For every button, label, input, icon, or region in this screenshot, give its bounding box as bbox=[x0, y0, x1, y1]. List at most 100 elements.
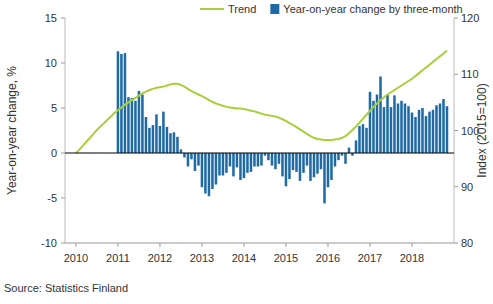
bar bbox=[404, 104, 407, 154]
bar bbox=[257, 153, 260, 167]
x-tick bbox=[117, 243, 118, 247]
bar bbox=[236, 153, 239, 167]
x-tick-label: 2013 bbox=[190, 252, 214, 264]
y-tick bbox=[61, 63, 65, 64]
legend-label: Trend bbox=[228, 3, 256, 15]
bar bbox=[176, 137, 179, 153]
bar bbox=[330, 153, 333, 180]
bar bbox=[162, 112, 165, 153]
bar bbox=[183, 153, 186, 158]
x-tick-label: 2014 bbox=[232, 252, 256, 264]
legend-label: Year-on-year change by three-month bbox=[283, 3, 462, 15]
source: Source: Statistics Finland bbox=[4, 282, 128, 294]
plot-area bbox=[76, 51, 448, 204]
bar bbox=[225, 153, 228, 173]
trend-line bbox=[76, 51, 447, 153]
bar bbox=[400, 101, 403, 153]
y-tick bbox=[61, 153, 65, 154]
bar bbox=[155, 114, 158, 153]
bar bbox=[267, 153, 270, 160]
bar bbox=[243, 153, 246, 178]
bar bbox=[442, 99, 445, 153]
y2-tick bbox=[454, 186, 458, 187]
y2-axis-title: Index (2015=100) bbox=[475, 83, 489, 177]
bar bbox=[446, 106, 449, 153]
y2-tick-label: 90 bbox=[461, 181, 473, 193]
bar bbox=[250, 153, 253, 172]
bar bbox=[295, 153, 298, 172]
bar bbox=[204, 153, 207, 194]
bar bbox=[145, 117, 148, 153]
x-tick bbox=[75, 243, 76, 247]
bar bbox=[134, 101, 137, 153]
x-tick-label: 2011 bbox=[106, 252, 130, 264]
bar bbox=[334, 153, 337, 167]
bar bbox=[208, 153, 211, 196]
y2-tick bbox=[454, 74, 458, 75]
bar bbox=[323, 153, 326, 203]
y-tick bbox=[61, 198, 65, 199]
bar bbox=[390, 107, 393, 153]
bar bbox=[201, 153, 204, 187]
x-tick-label: 2012 bbox=[148, 252, 172, 264]
bar bbox=[187, 153, 190, 167]
bar bbox=[253, 153, 256, 167]
bar bbox=[120, 54, 123, 153]
bar bbox=[117, 51, 120, 153]
bar bbox=[393, 95, 396, 153]
bar bbox=[327, 153, 330, 187]
x-tick bbox=[369, 243, 370, 247]
bar bbox=[278, 153, 281, 164]
bar bbox=[316, 153, 319, 174]
bar bbox=[246, 153, 249, 173]
bar bbox=[190, 153, 193, 159]
bar bbox=[313, 153, 316, 177]
bar bbox=[302, 153, 305, 173]
x-tick-label: 2015 bbox=[274, 252, 298, 264]
x-tick bbox=[285, 243, 286, 247]
bar bbox=[239, 153, 242, 180]
bar bbox=[211, 153, 214, 189]
bar bbox=[348, 148, 351, 153]
y-axis bbox=[65, 18, 66, 243]
x-tick bbox=[159, 243, 160, 247]
bar bbox=[281, 153, 284, 176]
bar bbox=[407, 106, 410, 153]
bar bbox=[127, 97, 130, 153]
bar bbox=[344, 153, 347, 164]
y-tick-label: 15 bbox=[45, 12, 57, 24]
x-tick bbox=[201, 243, 202, 247]
bar bbox=[138, 91, 141, 153]
bar bbox=[274, 153, 277, 169]
bar bbox=[232, 153, 235, 176]
bar bbox=[425, 116, 428, 153]
bar bbox=[421, 108, 424, 153]
bar bbox=[159, 126, 162, 153]
bar bbox=[309, 153, 312, 181]
y-tick bbox=[61, 18, 65, 19]
bar bbox=[285, 153, 288, 186]
y2-tick bbox=[454, 130, 458, 131]
bar bbox=[215, 153, 218, 185]
y2-axis bbox=[454, 18, 455, 243]
y-tick-label: 10 bbox=[45, 57, 57, 69]
bar bbox=[169, 133, 172, 153]
y-tick-label: 0 bbox=[51, 147, 57, 159]
bar bbox=[173, 132, 176, 153]
bar bbox=[418, 110, 421, 153]
bar bbox=[152, 125, 155, 153]
bar bbox=[355, 140, 358, 153]
bar bbox=[358, 126, 361, 153]
bar bbox=[306, 153, 309, 166]
bar bbox=[369, 92, 372, 153]
x-tick bbox=[411, 243, 412, 247]
chart: -10-505101580901001101202010201120122013… bbox=[0, 0, 493, 304]
bar bbox=[414, 117, 417, 153]
y-axis-title: Year-on-year change, % bbox=[5, 66, 19, 195]
bar bbox=[365, 128, 368, 153]
x-tick-label: 2018 bbox=[400, 252, 424, 264]
legend-swatch bbox=[270, 4, 279, 14]
x-tick-label: 2017 bbox=[358, 252, 382, 264]
bar bbox=[320, 153, 323, 169]
zero-line bbox=[65, 153, 454, 154]
